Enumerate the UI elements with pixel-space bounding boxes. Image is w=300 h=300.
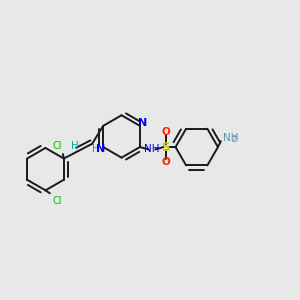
Text: Cl: Cl — [53, 196, 62, 206]
Text: N: N — [96, 144, 106, 154]
Text: N: N — [138, 118, 148, 128]
Text: NH: NH — [223, 133, 239, 142]
Text: H: H — [70, 141, 78, 151]
Text: O: O — [161, 157, 170, 167]
Text: Cl: Cl — [53, 141, 62, 151]
Text: 2: 2 — [232, 135, 237, 144]
Text: NH: NH — [144, 144, 159, 154]
Text: S: S — [162, 141, 170, 154]
Text: H: H — [92, 144, 100, 154]
Text: O: O — [161, 127, 170, 137]
